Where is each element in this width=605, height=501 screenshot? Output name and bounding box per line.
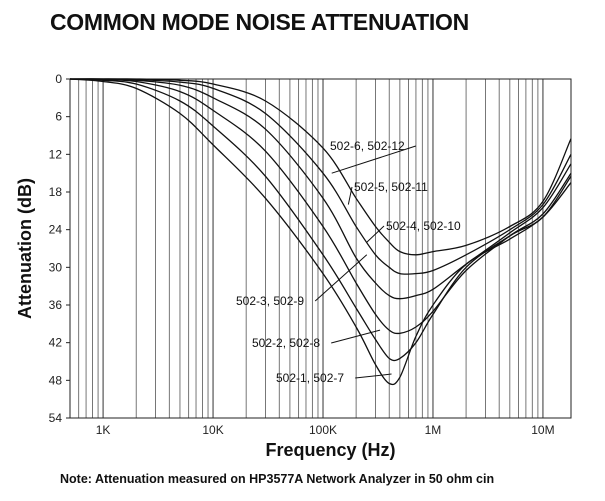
curve-label-leader <box>314 254 368 302</box>
x-tick-label: 10M <box>531 423 554 437</box>
attenuation-curves <box>69 78 572 386</box>
y-axis-ticks: 0 6 12 18 24 30 36 42 48 54 <box>49 72 70 425</box>
y-tick-label: 30 <box>49 260 63 274</box>
curve-label-leader <box>331 145 416 174</box>
curve-label-leader <box>347 186 353 205</box>
series-line <box>69 78 572 362</box>
curve-label: 502-4, 502-10 <box>386 219 461 233</box>
y-tick-label: 12 <box>49 147 63 161</box>
y-tick-label: 54 <box>49 411 63 425</box>
y-tick-label: 24 <box>49 223 63 237</box>
curve-label-leader <box>355 373 392 379</box>
measurement-note: Note: Attenuation measured on HP3577A Ne… <box>60 472 495 486</box>
curve-label: 502-5, 502-11 <box>354 180 428 194</box>
x-axis-label: Frequency (Hz) <box>265 440 395 460</box>
x-axis-ticks: 1K 10K 100K 1M 10M <box>96 423 555 437</box>
plot-frame <box>69 78 572 419</box>
curve-label: 502-3, 502-9 <box>236 294 304 308</box>
curve-label: 502-2, 502-8 <box>252 336 320 350</box>
y-tick-label: 36 <box>49 298 63 312</box>
x-tick-label: 10K <box>202 423 223 437</box>
y-tick-label: 6 <box>55 110 62 124</box>
x-tick-label: 100K <box>309 423 337 437</box>
y-tick-label: 48 <box>49 373 63 387</box>
series-line <box>69 78 572 386</box>
chart-title: COMMON MODE NOISE ATTENUATION <box>50 9 469 35</box>
y-axis-label: Attenuation (dB) <box>15 178 35 319</box>
x-tick-label: 1M <box>425 423 442 437</box>
y-tick-label: 42 <box>49 336 63 350</box>
curve-labels: 502-6, 502-12 502-5, 502-11 502-4, 502-10 5… <box>236 139 461 385</box>
series-line <box>69 78 572 300</box>
curve-label-leader <box>366 225 385 243</box>
y-tick-label: 0 <box>55 72 62 86</box>
curve-label-leader <box>331 329 381 344</box>
y-tick-label: 18 <box>49 185 63 199</box>
curve-label: 502-6, 502-12 <box>330 139 405 153</box>
series-line <box>69 78 572 275</box>
curve-label: 502-1, 502-7 <box>276 371 344 385</box>
x-tick-label: 1K <box>96 423 111 437</box>
grid-lines <box>78 79 544 418</box>
series-line <box>69 78 572 256</box>
series-line <box>69 78 572 335</box>
